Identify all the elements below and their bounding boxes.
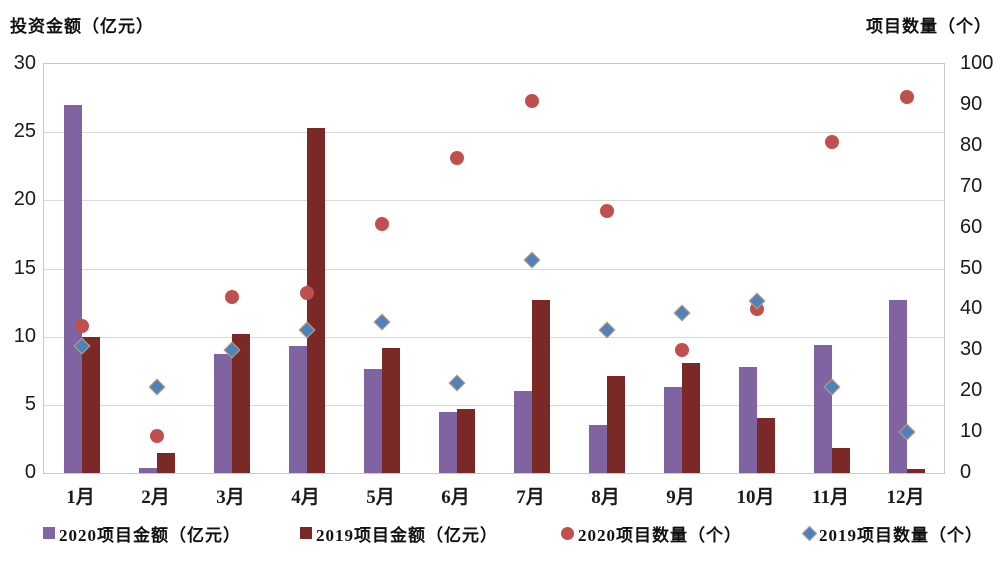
point-2020-count-8月 <box>599 204 614 219</box>
point-2020-count-1月 <box>74 318 89 333</box>
bar-swatch-icon <box>300 527 312 539</box>
gridline-20 <box>44 200 944 202</box>
x-tick-3月: 3月 <box>216 487 245 508</box>
point-2020-count-9月 <box>674 343 689 358</box>
gridline-25 <box>44 132 944 134</box>
bar-2020-amount-5月 <box>363 369 382 473</box>
bar-2020-amount-8月 <box>588 425 607 473</box>
gridline-10 <box>44 336 944 338</box>
diamond-marker-icon <box>801 525 818 541</box>
plot-area <box>43 63 945 474</box>
left-tick-30: 30 <box>13 52 36 74</box>
legend-item-point-2020-count: 2020项目数量（个） <box>561 520 742 546</box>
point-2020-count-4月 <box>299 286 314 301</box>
legend-label-bar-2019-amount: 2019项目金额（亿元） <box>316 525 498 545</box>
point-2020-count-12月 <box>899 89 914 104</box>
x-tick-7月: 7月 <box>516 487 545 508</box>
bar-2019-amount-3月 <box>231 333 250 473</box>
left-axis-title: 投资金额（亿元） <box>10 17 154 36</box>
right-tick-100: 100 <box>960 52 994 74</box>
point-2020-count-6月 <box>449 151 464 166</box>
left-tick-5: 5 <box>24 392 36 415</box>
point-2019-count-2月 <box>148 378 165 396</box>
right-axis-title: 项目数量（个） <box>866 17 992 36</box>
point-2019-count-9月 <box>673 304 690 322</box>
bar-2019-amount-5月 <box>381 347 400 473</box>
legend-label-bar-2020-amount: 2020项目金额（亿元） <box>59 525 241 545</box>
bar-2020-amount-11月 <box>813 344 832 473</box>
x-tick-8月: 8月 <box>591 487 620 508</box>
bar-2019-amount-7月 <box>531 299 550 473</box>
bar-2020-amount-4月 <box>288 346 307 473</box>
bar-2019-amount-11月 <box>831 448 850 473</box>
bar-2020-amount-2月 <box>138 467 157 473</box>
bar-2019-amount-8月 <box>606 376 625 473</box>
right-tick-30: 30 <box>960 338 983 361</box>
legend-item-point-2019-count: 2019项目数量（个） <box>801 520 983 546</box>
right-tick-50: 50 <box>960 256 983 279</box>
point-2019-count-5月 <box>373 313 390 331</box>
bar-2019-amount-10月 <box>756 418 775 473</box>
legend-item-bar-2020-amount: 2020项目金额（亿元） <box>43 520 241 546</box>
circle-marker-icon <box>561 526 574 540</box>
bar-2020-amount-7月 <box>513 391 532 473</box>
bar-2020-amount-6月 <box>438 411 457 473</box>
point-2020-count-2月 <box>149 429 164 444</box>
bar-2019-amount-9月 <box>681 362 700 473</box>
point-2019-count-7月 <box>523 251 540 269</box>
left-tick-0: 0 <box>24 461 36 483</box>
bar-2020-amount-1月 <box>63 104 82 473</box>
x-tick-9月: 9月 <box>666 487 695 508</box>
bar-swatch-icon <box>43 527 55 539</box>
bar-2020-amount-12月 <box>888 299 907 473</box>
point-2019-count-6月 <box>448 374 465 392</box>
right-tick-40: 40 <box>960 297 983 320</box>
right-tick-70: 70 <box>960 174 983 197</box>
point-2020-count-5月 <box>374 216 389 231</box>
bar-2019-amount-4月 <box>306 128 325 473</box>
x-tick-1月: 1月 <box>66 487 95 508</box>
x-tick-6月: 6月 <box>441 487 470 508</box>
bar-2019-amount-12月 <box>906 468 925 473</box>
bar-2020-amount-10月 <box>738 366 757 473</box>
bar-2019-amount-6月 <box>456 408 475 473</box>
legend: 2020项目金额（亿元） 2019项目金额（亿元） 2020项目数量（个） 2019项… <box>0 520 1008 550</box>
right-tick-60: 60 <box>960 215 983 238</box>
bar-2019-amount-1月 <box>81 336 100 473</box>
point-2020-count-3月 <box>224 290 239 305</box>
right-tick-80: 80 <box>960 133 983 156</box>
bar-2020-amount-3月 <box>213 354 232 473</box>
left-tick-10: 10 <box>13 324 36 347</box>
right-tick-10: 10 <box>960 420 983 443</box>
x-tick-11月: 11月 <box>812 487 849 508</box>
right-tick-0: 0 <box>960 461 972 483</box>
legend-item-bar-2019-amount: 2019项目金额（亿元） <box>300 520 498 546</box>
left-tick-20: 20 <box>13 188 36 211</box>
point-2020-count-7月 <box>524 93 539 108</box>
legend-label-point-2020-count: 2020项目数量（个） <box>578 525 742 545</box>
x-tick-10月: 10月 <box>736 487 775 508</box>
right-tick-90: 90 <box>960 92 983 115</box>
bar-2020-amount-9月 <box>663 387 682 473</box>
x-tick-5月: 5月 <box>366 487 395 508</box>
left-tick-25: 25 <box>13 120 36 143</box>
x-tick-12月: 12月 <box>886 487 925 508</box>
gridline-5 <box>44 404 944 406</box>
right-tick-20: 20 <box>960 379 983 402</box>
left-tick-15: 15 <box>13 256 36 279</box>
x-tick-4月: 4月 <box>291 487 320 508</box>
legend-label-point-2019-count: 2019项目数量（个） <box>819 525 983 545</box>
bar-2019-amount-2月 <box>156 452 175 473</box>
point-2020-count-11月 <box>824 134 839 149</box>
gridline-15 <box>44 268 944 270</box>
x-tick-2月: 2月 <box>141 487 170 508</box>
